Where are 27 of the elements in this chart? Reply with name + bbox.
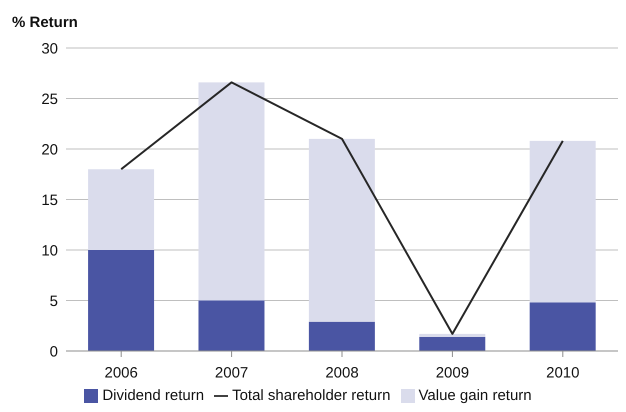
x-tick-label: 2010 <box>546 364 580 382</box>
y-tick-label: 15 <box>41 192 58 209</box>
y-tick-label: 20 <box>41 141 58 158</box>
bar <box>88 169 154 250</box>
bar <box>198 82 264 300</box>
bar <box>88 250 154 351</box>
legend-label: Dividend return <box>102 387 204 404</box>
x-tick-label: 2009 <box>436 364 470 382</box>
bar <box>530 302 596 351</box>
y-tick-label: 30 <box>41 40 58 58</box>
bar <box>308 138 375 322</box>
bar <box>419 334 486 337</box>
bar <box>530 140 596 303</box>
bar <box>308 322 375 351</box>
line-series <box>120 81 564 335</box>
y-tick-label: 5 <box>50 292 58 310</box>
legend-label: Value gain return <box>418 387 532 404</box>
x-tick-label: 2007 <box>214 364 248 382</box>
y-axis-title: % Return <box>12 14 78 31</box>
y-tick-label: 10 <box>41 242 58 260</box>
x-tick-label: 2008 <box>325 364 359 382</box>
y-tick-label: 25 <box>41 90 58 108</box>
legend-label: Total shareholder return <box>232 387 390 404</box>
x-tick-label: 2006 <box>104 364 138 382</box>
bar <box>198 300 264 351</box>
y-tick-label: 0 <box>50 343 58 360</box>
bar <box>419 336 486 351</box>
